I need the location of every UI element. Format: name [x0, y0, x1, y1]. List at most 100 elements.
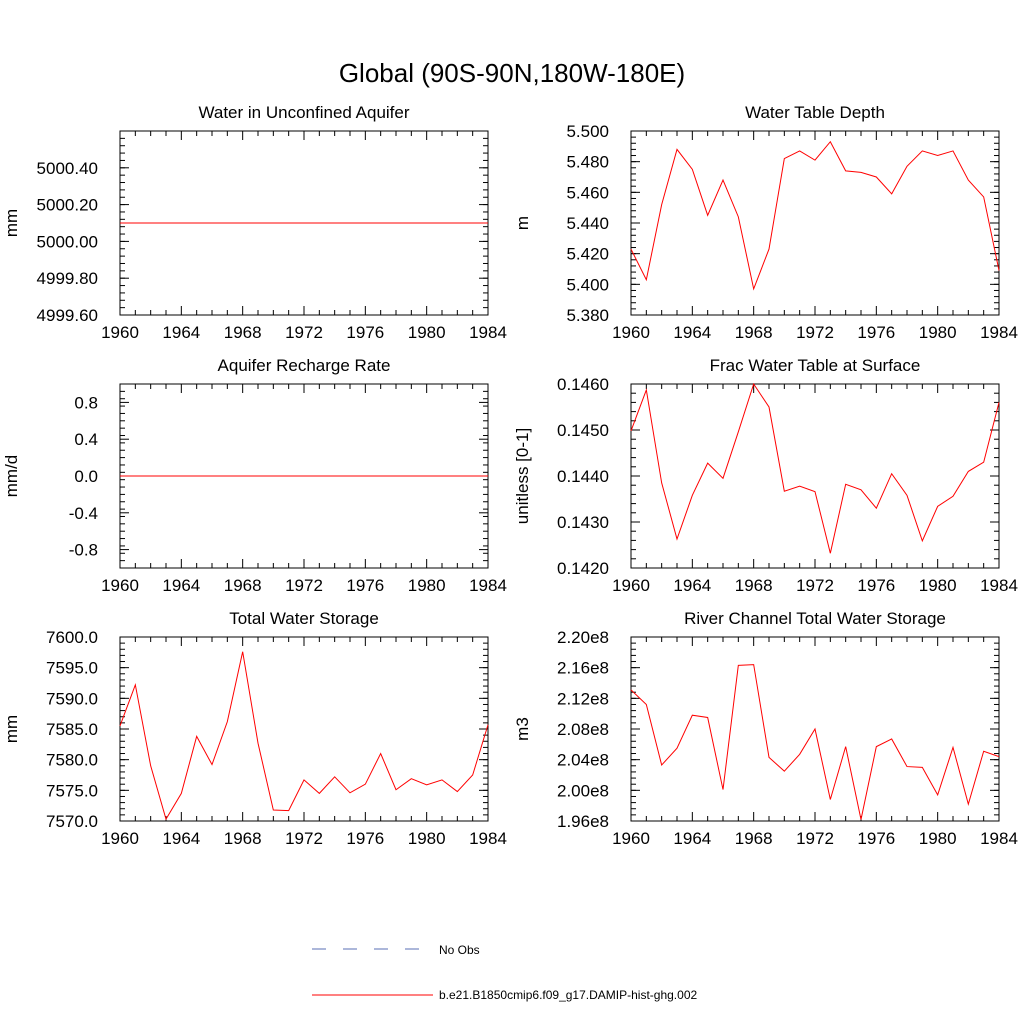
x-tick-label: 1984 — [980, 576, 1018, 595]
x-tick-label: 1964 — [673, 829, 711, 848]
y-tick-label: 5000.20 — [37, 196, 98, 215]
panels: Water in Unconfined Aquifer mm 1960 1964 196… — [2, 103, 1018, 848]
y-tick-label: 4999.60 — [37, 306, 98, 325]
x-tick-label: 1984 — [469, 323, 507, 342]
y-axis-label: mm/d — [2, 455, 21, 498]
x-tick-label: 1968 — [224, 829, 262, 848]
y-tick-label: 7580.0 — [46, 751, 98, 770]
y-tick-label: 5.440 — [566, 214, 609, 233]
x-tick-label: 1984 — [469, 829, 507, 848]
plot-frame — [119, 636, 489, 822]
series-line — [630, 382, 1000, 554]
panel-frac-water-table-at-surface: Frac Water Table at Surface unitless [0-1… — [513, 356, 1018, 595]
y-tick-label: -0.4 — [69, 504, 98, 523]
legend-label-no-obs: No Obs — [439, 943, 480, 957]
x-tick-label: 1984 — [980, 829, 1018, 848]
figure-title: Global (90S-90N,180W-180E) — [339, 58, 685, 88]
y-tick-label: 0.0 — [74, 467, 98, 486]
legend: No Obs b.e21.B1850cmip6.f09_g17.DAMIP-hi… — [312, 943, 697, 1002]
y-axis-label: mm — [2, 715, 21, 743]
x-tick-label: 1972 — [796, 576, 834, 595]
y-tick-label: 0.4 — [74, 430, 98, 449]
legend-entry-model-run: b.e21.B1850cmip6.f09_g17.DAMIP-hist-ghg.… — [312, 988, 697, 1002]
x-tick-label: 1968 — [224, 323, 262, 342]
y-tick-label: 5.420 — [566, 245, 609, 264]
y-tick-label: 0.1450 — [557, 421, 609, 440]
x-tick-label: 1960 — [612, 323, 650, 342]
series-line — [630, 140, 1000, 291]
y-tick-label: 7585.0 — [46, 720, 98, 739]
x-tick-label: 1976 — [857, 829, 895, 848]
panel-title: Water Table Depth — [745, 103, 885, 122]
y-axis-label: unitless [0-1] — [513, 428, 532, 524]
y-tick-label: 2.04e8 — [557, 751, 609, 770]
x-tick-label: 1960 — [612, 829, 650, 848]
x-tick-label: 1976 — [346, 576, 384, 595]
x-tick-label: 1964 — [162, 576, 200, 595]
x-tick-label: 1964 — [673, 323, 711, 342]
x-tick-label: 1972 — [285, 323, 323, 342]
x-tick-label: 1980 — [919, 323, 957, 342]
x-tick-label: 1960 — [101, 323, 139, 342]
panel-water-table-depth: Water Table Depth m 1960 1964 1968 1972 1976 19… — [513, 103, 1018, 342]
y-tick-label: 7600.0 — [46, 628, 98, 647]
x-tick-label: 1980 — [919, 576, 957, 595]
y-tick-label: 0.1430 — [557, 513, 609, 532]
y-tick-label: 0.1440 — [557, 467, 609, 486]
y-tick-label: 0.1420 — [557, 559, 609, 578]
y-tick-label: 2.16e8 — [557, 659, 609, 678]
panel-title: Frac Water Table at Surface — [710, 356, 921, 375]
plot-frame — [630, 130, 1000, 316]
series-line — [630, 664, 1000, 820]
panel-total-water-storage: Total Water Storage mm 1960 1964 1968 1972 197… — [2, 609, 507, 848]
x-tick-label: 1972 — [796, 323, 834, 342]
y-tick-label: 5.500 — [566, 122, 609, 141]
x-tick-label: 1976 — [857, 323, 895, 342]
panel-water-in-unconfined-aquifer: Water in Unconfined Aquifer mm 1960 1964 196… — [2, 103, 507, 342]
x-tick-label: 1984 — [469, 576, 507, 595]
x-tick-label: 1972 — [796, 829, 834, 848]
x-tick-label: 1972 — [285, 576, 323, 595]
series-line — [119, 651, 489, 821]
x-tick-label: 1968 — [735, 576, 773, 595]
x-tick-label: 1964 — [673, 576, 711, 595]
x-tick-label: 1964 — [162, 323, 200, 342]
plot-frame — [630, 383, 1000, 569]
x-tick-label: 1976 — [346, 323, 384, 342]
y-tick-label: 5.380 — [566, 306, 609, 325]
x-tick-label: 1960 — [101, 576, 139, 595]
y-tick-label: 7595.0 — [46, 659, 98, 678]
y-tick-label: 5.460 — [566, 183, 609, 202]
y-tick-label: 5.400 — [566, 275, 609, 294]
y-tick-label: 1.96e8 — [557, 812, 609, 831]
x-tick-label: 1972 — [285, 829, 323, 848]
y-tick-label: 2.12e8 — [557, 689, 609, 708]
x-tick-label: 1968 — [735, 829, 773, 848]
y-tick-label: -0.8 — [69, 541, 98, 560]
y-tick-label: 7570.0 — [46, 812, 98, 831]
panel-aquifer-recharge-rate: Aquifer Recharge Rate mm/d 1960 1964 1968 197… — [2, 356, 507, 595]
x-tick-label: 1960 — [612, 576, 650, 595]
x-tick-label: 1960 — [101, 829, 139, 848]
y-tick-label: 2.00e8 — [557, 781, 609, 800]
y-tick-label: 5.480 — [566, 153, 609, 172]
legend-label-model-run: b.e21.B1850cmip6.f09_g17.DAMIP-hist-ghg.… — [439, 988, 697, 1002]
y-tick-label: 2.20e8 — [557, 628, 609, 647]
x-tick-label: 1980 — [408, 323, 446, 342]
x-tick-label: 1980 — [919, 829, 957, 848]
x-tick-label: 1968 — [735, 323, 773, 342]
y-tick-label: 4999.80 — [37, 269, 98, 288]
x-tick-label: 1964 — [162, 829, 200, 848]
y-axis-label: m — [513, 216, 532, 230]
panel-title: Water in Unconfined Aquifer — [198, 103, 409, 122]
y-axis-label: m3 — [513, 717, 532, 741]
y-tick-label: 5000.00 — [37, 232, 98, 251]
y-tick-label: 0.1460 — [557, 375, 609, 394]
panel-title: Aquifer Recharge Rate — [218, 356, 391, 375]
x-tick-label: 1976 — [346, 829, 384, 848]
x-tick-label: 1980 — [408, 576, 446, 595]
legend-entry-no-obs: No Obs — [312, 943, 480, 957]
